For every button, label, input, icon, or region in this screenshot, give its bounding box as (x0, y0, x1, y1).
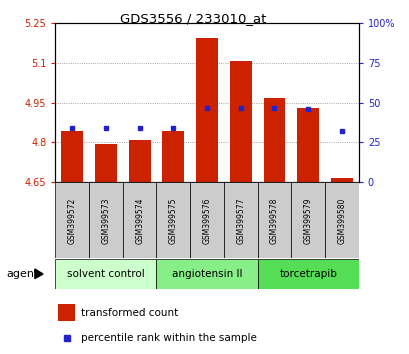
Bar (61, 131, 83, 182)
Text: percentile rank within the sample: percentile rank within the sample (81, 333, 256, 343)
Bar (122, 182, 156, 258)
Bar (223, 182, 257, 258)
Text: GSM399579: GSM399579 (303, 197, 312, 244)
Text: transformed count: transformed count (81, 308, 178, 318)
Text: solvent control: solvent control (67, 269, 144, 279)
Text: GSM399572: GSM399572 (67, 197, 76, 244)
Bar (162, 131, 184, 182)
Bar (324, 182, 358, 258)
Bar (190, 182, 223, 258)
Text: GSM399578: GSM399578 (269, 197, 278, 244)
Bar (89, 182, 122, 258)
Bar (297, 108, 318, 182)
Bar (263, 98, 285, 182)
Bar (257, 259, 358, 289)
Bar (58, 304, 75, 321)
Bar (55, 182, 89, 258)
Bar (128, 140, 150, 182)
Bar (330, 178, 352, 182)
Text: GDS3556 / 233010_at: GDS3556 / 233010_at (119, 12, 265, 25)
Bar (55, 259, 156, 289)
Bar (291, 182, 324, 258)
Bar (95, 144, 117, 182)
Text: GSM399574: GSM399574 (135, 197, 144, 244)
Text: GSM399576: GSM399576 (202, 197, 211, 244)
Bar (156, 259, 257, 289)
Text: GSM399575: GSM399575 (169, 197, 178, 244)
Text: torcetrapib: torcetrapib (279, 269, 336, 279)
Polygon shape (35, 269, 43, 279)
Bar (196, 38, 218, 182)
Text: GSM399577: GSM399577 (236, 197, 245, 244)
Text: angiotensin II: angiotensin II (171, 269, 242, 279)
Text: agent: agent (6, 269, 38, 279)
Bar (229, 61, 251, 182)
Text: GSM399580: GSM399580 (337, 197, 346, 244)
Text: GSM399573: GSM399573 (101, 197, 110, 244)
Bar (257, 182, 291, 258)
Bar (156, 182, 190, 258)
